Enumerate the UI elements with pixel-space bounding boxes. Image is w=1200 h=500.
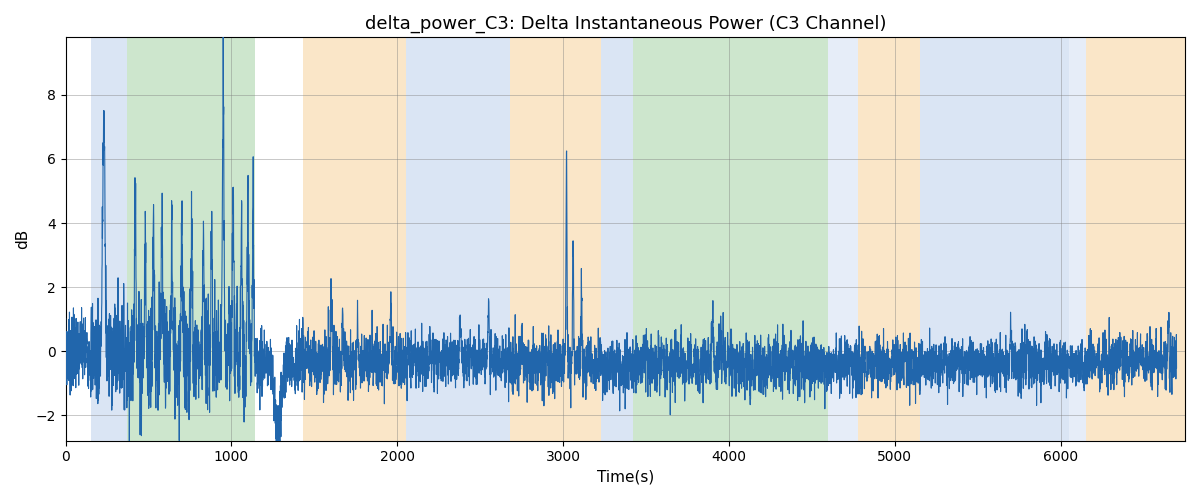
Bar: [90, 38, 127, 440]
Bar: [858, 38, 919, 440]
Bar: [919, 38, 1069, 440]
Bar: [302, 38, 406, 440]
Y-axis label: dB: dB: [16, 229, 30, 249]
Bar: [127, 38, 254, 440]
Bar: [406, 38, 510, 440]
Bar: [1069, 38, 1086, 440]
Bar: [510, 38, 601, 440]
Bar: [632, 38, 828, 440]
Bar: [828, 38, 858, 440]
X-axis label: Time(s): Time(s): [596, 470, 654, 485]
Bar: [1086, 38, 1186, 440]
Title: delta_power_C3: Delta Instantaneous Power (C3 Channel): delta_power_C3: Delta Instantaneous Powe…: [365, 15, 886, 34]
Bar: [601, 38, 632, 440]
